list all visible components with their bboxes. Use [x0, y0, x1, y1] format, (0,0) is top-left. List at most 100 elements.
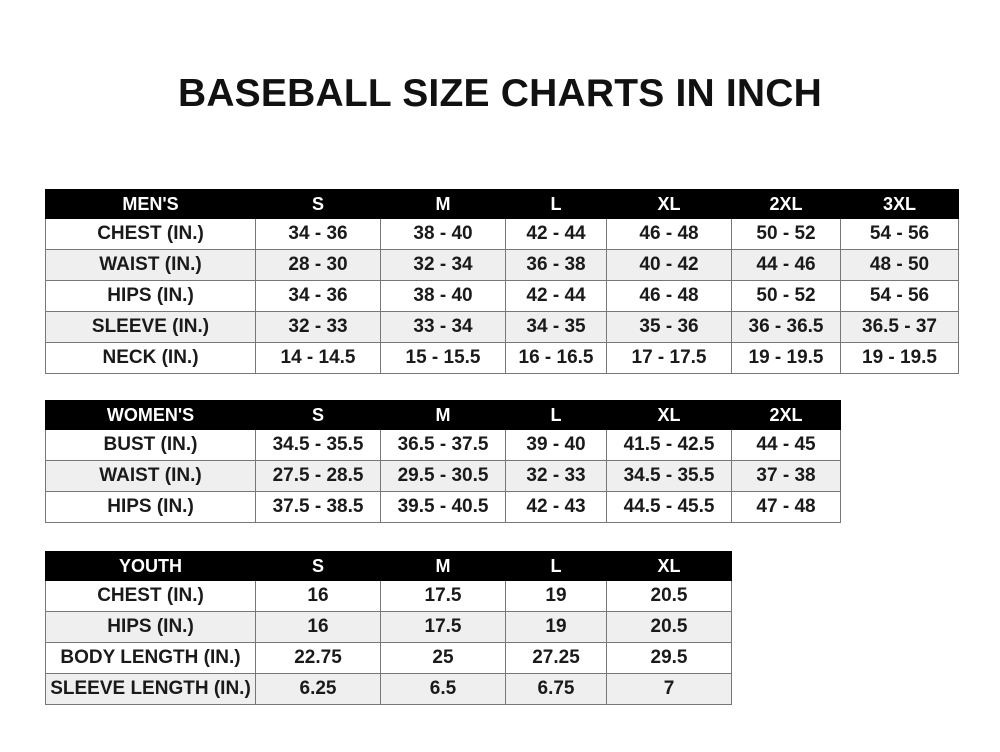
- size-value: 17 - 17.5: [606, 342, 732, 374]
- size-value: 40 - 42: [606, 249, 732, 281]
- table-row: SLEEVE (IN.) 32 - 33 33 - 34 34 - 35 35 - 36…: [45, 311, 959, 343]
- size-value: 39 - 40: [505, 429, 607, 461]
- size-value: 32 - 34: [380, 249, 506, 281]
- size-value: 54 - 56: [840, 218, 959, 250]
- size-value: 19 - 19.5: [731, 342, 841, 374]
- size-value: 50 - 52: [731, 218, 841, 250]
- measurement-label: SLEEVE LENGTH (IN.): [45, 673, 256, 705]
- womens-size-table: WOMEN'S S M L XL 2XL BUST (IN.) 34.5 - 35.5 36.5…: [45, 400, 841, 523]
- size-value: 46 - 48: [606, 218, 732, 250]
- table-row: WAIST (IN.) 28 - 30 32 - 34 36 - 38 40 - 42 4…: [45, 249, 959, 281]
- size-header: 3XL: [840, 189, 959, 219]
- size-header: 2XL: [731, 189, 841, 219]
- table-row: BODY LENGTH (IN.) 22.75 25 27.25 29.5: [45, 642, 732, 674]
- size-value: 29.5 - 30.5: [380, 460, 506, 492]
- category-header: YOUTH: [45, 551, 256, 581]
- table-row: NECK (IN.) 14 - 14.5 15 - 15.5 16 - 16.5 17 …: [45, 342, 959, 374]
- size-value: 36 - 38: [505, 249, 607, 281]
- mens-size-table: MEN'S S M L XL 2XL 3XL CHEST (IN.) 34 - 36 38 - 4…: [45, 189, 959, 374]
- size-value: 22.75: [255, 642, 381, 674]
- size-value: 32 - 33: [255, 311, 381, 343]
- size-value: 46 - 48: [606, 280, 732, 312]
- measurement-label: NECK (IN.): [45, 342, 256, 374]
- size-header: L: [505, 400, 607, 430]
- table-row: HIPS (IN.) 37.5 - 38.5 39.5 - 40.5 42 - 43 4…: [45, 491, 841, 523]
- size-value: 16: [255, 611, 381, 643]
- size-value: 28 - 30: [255, 249, 381, 281]
- size-header: M: [380, 189, 506, 219]
- table-row: CHEST (IN.) 16 17.5 19 20.5: [45, 580, 732, 612]
- measurement-label: HIPS (IN.): [45, 280, 256, 312]
- size-value: 19: [505, 611, 607, 643]
- size-value: 16 - 16.5: [505, 342, 607, 374]
- size-value: 15 - 15.5: [380, 342, 506, 374]
- size-header: M: [380, 400, 506, 430]
- size-value: 36.5 - 37.5: [380, 429, 506, 461]
- size-value: 33 - 34: [380, 311, 506, 343]
- size-value: 37.5 - 38.5: [255, 491, 381, 523]
- size-header: XL: [606, 400, 732, 430]
- size-header: XL: [606, 189, 732, 219]
- size-header: XL: [606, 551, 732, 581]
- size-value: 54 - 56: [840, 280, 959, 312]
- size-value: 17.5: [380, 611, 506, 643]
- size-value: 36 - 36.5: [731, 311, 841, 343]
- measurement-label: HIPS (IN.): [45, 611, 256, 643]
- size-value: 27.25: [505, 642, 607, 674]
- size-value: 6.25: [255, 673, 381, 705]
- measurement-label: BODY LENGTH (IN.): [45, 642, 256, 674]
- size-header: S: [255, 189, 381, 219]
- size-value: 17.5: [380, 580, 506, 612]
- youth-size-table: YOUTH S M L XL CHEST (IN.) 16 17.5 19 20.5 HIPS (I…: [45, 551, 732, 705]
- size-value: 35 - 36: [606, 311, 732, 343]
- page-title: BASEBALL SIZE CHARTS IN INCH: [177, 72, 823, 115]
- size-value: 44.5 - 45.5: [606, 491, 732, 523]
- table-row: BUST (IN.) 34.5 - 35.5 36.5 - 37.5 39 - 40 4…: [45, 429, 841, 461]
- size-value: 42 - 43: [505, 491, 607, 523]
- measurement-label: HIPS (IN.): [45, 491, 256, 523]
- size-value: 25: [380, 642, 506, 674]
- size-value: 19: [505, 580, 607, 612]
- category-header: WOMEN'S: [45, 400, 256, 430]
- size-value: 47 - 48: [731, 491, 841, 523]
- header-row: WOMEN'S S M L XL 2XL: [45, 400, 841, 430]
- size-value: 27.5 - 28.5: [255, 460, 381, 492]
- size-value: 37 - 38: [731, 460, 841, 492]
- table-row: WAIST (IN.) 27.5 - 28.5 29.5 - 30.5 32 - 33…: [45, 460, 841, 492]
- size-value: 20.5: [606, 611, 732, 643]
- size-value: 38 - 40: [380, 280, 506, 312]
- table-row: HIPS (IN.) 34 - 36 38 - 40 42 - 44 46 - 48 50…: [45, 280, 959, 312]
- measurement-label: CHEST (IN.): [45, 218, 256, 250]
- size-value: 41.5 - 42.5: [606, 429, 732, 461]
- size-value: 48 - 50: [840, 249, 959, 281]
- size-value: 36.5 - 37: [840, 311, 959, 343]
- size-value: 29.5: [606, 642, 732, 674]
- measurement-label: WAIST (IN.): [45, 460, 256, 492]
- measurement-label: CHEST (IN.): [45, 580, 256, 612]
- size-value: 42 - 44: [505, 280, 607, 312]
- size-value: 44 - 46: [731, 249, 841, 281]
- size-value: 44 - 45: [731, 429, 841, 461]
- size-value: 34 - 35: [505, 311, 607, 343]
- measurement-label: BUST (IN.): [45, 429, 256, 461]
- size-value: 39.5 - 40.5: [380, 491, 506, 523]
- size-value: 16: [255, 580, 381, 612]
- size-header: L: [505, 189, 607, 219]
- size-value: 7: [606, 673, 732, 705]
- size-value: 38 - 40: [380, 218, 506, 250]
- table-row: CHEST (IN.) 34 - 36 38 - 40 42 - 44 46 - 48 5…: [45, 218, 959, 250]
- size-value: 14 - 14.5: [255, 342, 381, 374]
- size-value: 50 - 52: [731, 280, 841, 312]
- size-header: L: [505, 551, 607, 581]
- size-value: 6.75: [505, 673, 607, 705]
- size-header: 2XL: [731, 400, 841, 430]
- table-row: SLEEVE LENGTH (IN.) 6.25 6.5 6.75 7: [45, 673, 732, 705]
- size-value: 20.5: [606, 580, 732, 612]
- table-row: HIPS (IN.) 16 17.5 19 20.5: [45, 611, 732, 643]
- size-value: 34 - 36: [255, 280, 381, 312]
- size-value: 42 - 44: [505, 218, 607, 250]
- header-row: YOUTH S M L XL: [45, 551, 732, 581]
- size-value: 34.5 - 35.5: [255, 429, 381, 461]
- header-row: MEN'S S M L XL 2XL 3XL: [45, 189, 959, 219]
- category-header: MEN'S: [45, 189, 256, 219]
